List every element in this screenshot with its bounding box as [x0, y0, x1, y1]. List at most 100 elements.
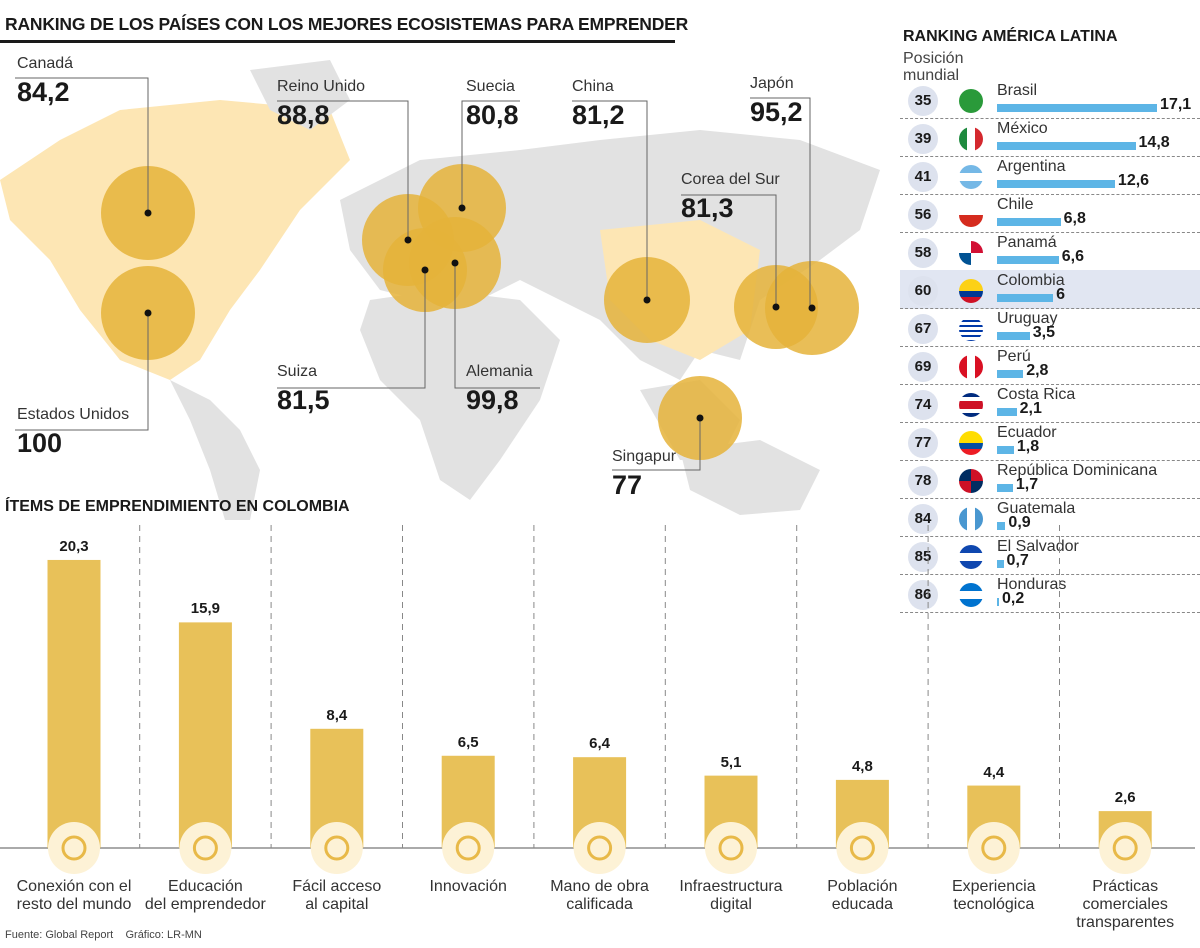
- country-dot: [808, 304, 816, 312]
- country-name: Estados Unidos: [17, 406, 130, 423]
- world-position: 35: [908, 86, 938, 116]
- country-dot: [404, 236, 412, 244]
- category-label-line: Conexión con el: [16, 878, 132, 895]
- leader-line: [277, 100, 409, 240]
- category-label: Fácil acceso al capital: [272, 878, 402, 914]
- country-name: México: [997, 120, 1048, 137]
- value-label: 6,6: [1061, 248, 1085, 265]
- flag-icon: [959, 545, 983, 569]
- data-label: 5,1: [720, 753, 742, 771]
- country-score: 81,5: [277, 385, 330, 415]
- country-dots: [144, 204, 816, 422]
- value-label: 1,7: [1015, 476, 1039, 493]
- people-group-icon: [836, 822, 889, 874]
- country-name: Honduras: [997, 576, 1067, 593]
- country-score: 88,8: [277, 100, 330, 130]
- icon-glyph: [587, 835, 613, 861]
- leader-line: [750, 97, 811, 308]
- value-label: 12,6: [1117, 172, 1150, 189]
- country-dot: [144, 309, 152, 317]
- country-name: Argentina: [997, 158, 1066, 175]
- category-label: Innovación: [403, 878, 533, 896]
- category-label-line: Infraestructura: [679, 878, 783, 895]
- door-enter-icon: [310, 822, 363, 874]
- lightbulb-gear-icon: [442, 822, 495, 874]
- latam-subtitle: Posición mundial: [903, 50, 964, 84]
- country-score: 100: [17, 428, 63, 458]
- value-bar: [997, 408, 1017, 416]
- icon-glyph: [1112, 835, 1138, 861]
- data-label: 4,8: [851, 757, 873, 775]
- country-dot: [772, 303, 780, 311]
- leader-line: [15, 313, 149, 431]
- category-label-line: comerciales: [1082, 896, 1168, 913]
- value-label: 17,1: [1160, 96, 1192, 113]
- world-position: 78: [908, 466, 938, 496]
- value-bar: [997, 484, 1013, 492]
- world-position: 67: [908, 314, 938, 344]
- category-label: Experiencia tecnológica: [929, 878, 1059, 914]
- latam-row: 67 Uruguay 3,5: [900, 308, 1200, 347]
- country-score: 81,2: [572, 100, 625, 130]
- country-dot: [643, 296, 651, 304]
- latam-row: 39 México 14,8: [900, 118, 1200, 157]
- flag-icon: [959, 393, 983, 417]
- icon-glyph: [849, 835, 875, 861]
- latam-row: 58 Panamá 6,6: [900, 232, 1200, 271]
- latam-row: 56 Chile 6,8: [900, 194, 1200, 233]
- category-label-line: calificada: [566, 896, 633, 913]
- flag-icon: [959, 355, 983, 379]
- category-label-line: Fácil acceso: [292, 878, 382, 895]
- thumbs-up-icon: [1099, 822, 1152, 874]
- value-label: 14,8: [1138, 134, 1170, 151]
- leader-line: [15, 77, 149, 213]
- category-label: Prácticas comerciales transparentes: [1060, 878, 1190, 932]
- leader-line: [572, 100, 648, 300]
- category-label-line: digital: [710, 896, 752, 913]
- world-position: 86: [908, 580, 938, 610]
- gear-stars-icon: [967, 822, 1020, 874]
- country-name: Japón: [750, 75, 794, 92]
- flag-icon: [959, 583, 983, 607]
- category-label-line: Experiencia: [951, 878, 1036, 895]
- leader-line: [277, 270, 426, 389]
- category-label-line: al capital: [305, 896, 369, 913]
- country-dot: [458, 204, 466, 212]
- icon-glyph: [718, 835, 744, 861]
- world-position: 85: [908, 542, 938, 572]
- world-position: 69: [908, 352, 938, 382]
- flag-icon: [959, 89, 983, 113]
- value-label: 2,8: [1026, 362, 1049, 379]
- latam-row: 69 Perú 2,8: [900, 346, 1200, 385]
- value-label: 6: [1056, 286, 1066, 303]
- world-position: 39: [908, 124, 938, 154]
- category-label-line: tecnológica: [953, 896, 1035, 913]
- icon-glyph: [192, 835, 218, 861]
- country-name: China: [572, 78, 614, 95]
- country-name: Brasil: [997, 82, 1038, 99]
- value-bar: [997, 218, 1061, 226]
- category-label-line: resto del mundo: [16, 896, 132, 913]
- flag-icon: [959, 317, 983, 341]
- country-name: Suiza: [277, 363, 318, 380]
- graphic-credit: Gráfico: LR-MN: [125, 929, 202, 941]
- value-bar: [997, 180, 1115, 188]
- flag-icon: [959, 469, 983, 493]
- country-score: 77: [612, 470, 643, 500]
- value-bar: [997, 598, 999, 606]
- country-name: Ecuador: [997, 424, 1057, 441]
- bar: [178, 622, 232, 848]
- country-score: 80,8: [466, 100, 519, 130]
- data-label: 15,9: [190, 600, 220, 618]
- flag-icon: [959, 279, 983, 303]
- flag-icon: [959, 507, 983, 531]
- country-name: Panamá: [997, 234, 1057, 251]
- category-label-line: transparentes: [1076, 914, 1175, 931]
- world-position: 84: [908, 504, 938, 534]
- world-position: 41: [908, 162, 938, 192]
- country-name: República Dominicana: [997, 462, 1158, 479]
- flag-icon: [959, 203, 983, 227]
- latam-row: 85 El Salvador 0,7: [900, 536, 1200, 575]
- data-label: 4,4: [983, 763, 1005, 781]
- bar: [47, 559, 101, 848]
